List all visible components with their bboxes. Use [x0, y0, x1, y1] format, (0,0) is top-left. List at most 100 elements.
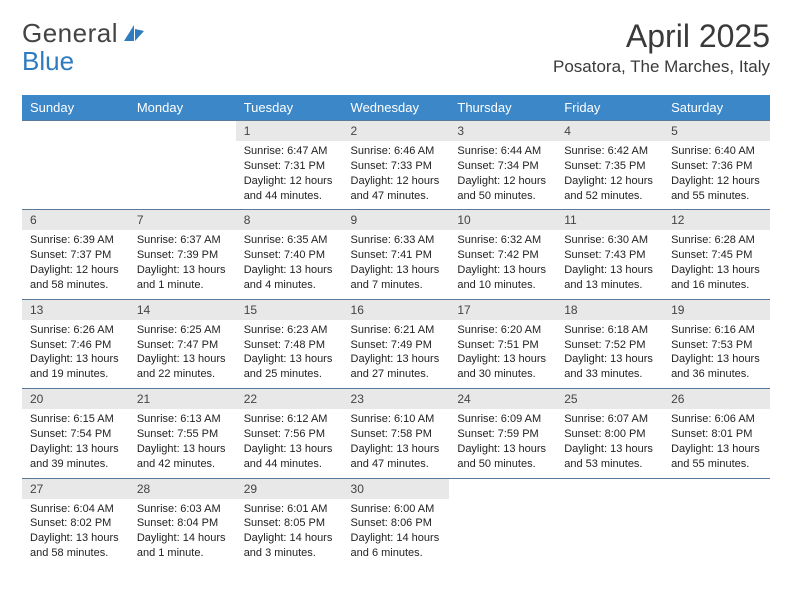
day-detail-cell: Sunrise: 6:39 AMSunset: 7:37 PMDaylight:…: [22, 230, 129, 299]
day-header: Wednesday: [343, 95, 450, 121]
brand-part1: General: [22, 18, 118, 49]
day-number-cell: 25: [556, 389, 663, 410]
day-detail-cell: Sunrise: 6:09 AMSunset: 7:59 PMDaylight:…: [449, 409, 556, 478]
sunset-line: Sunset: 8:00 PM: [564, 427, 655, 442]
day-detail-cell: Sunrise: 6:16 AMSunset: 7:53 PMDaylight:…: [663, 320, 770, 389]
day-detail-cell: Sunrise: 6:03 AMSunset: 8:04 PMDaylight:…: [129, 499, 236, 567]
sunrise-line: Sunrise: 6:21 AM: [351, 323, 442, 338]
day-number-cell: 13: [22, 299, 129, 320]
sunrise-line: Sunrise: 6:26 AM: [30, 323, 121, 338]
day-detail-cell: [449, 499, 556, 567]
day-number-cell: 11: [556, 210, 663, 231]
sunrise-line: Sunrise: 6:07 AM: [564, 412, 655, 427]
sunset-line: Sunset: 7:58 PM: [351, 427, 442, 442]
daynum-row: 27282930: [22, 478, 770, 499]
daylight-line: Daylight: 13 hours and 7 minutes.: [351, 263, 442, 293]
daylight-line: Daylight: 13 hours and 55 minutes.: [671, 442, 762, 472]
sunset-line: Sunset: 7:39 PM: [137, 248, 228, 263]
sunset-line: Sunset: 7:52 PM: [564, 338, 655, 353]
daylight-line: Daylight: 14 hours and 3 minutes.: [244, 531, 335, 561]
sunrise-line: Sunrise: 6:44 AM: [457, 144, 548, 159]
day-number-cell: 24: [449, 389, 556, 410]
sunrise-line: Sunrise: 6:32 AM: [457, 233, 548, 248]
daynum-row: 20212223242526: [22, 389, 770, 410]
daynum-row: 13141516171819: [22, 299, 770, 320]
day-detail-cell: [663, 499, 770, 567]
detail-row: Sunrise: 6:39 AMSunset: 7:37 PMDaylight:…: [22, 230, 770, 299]
day-detail-cell: Sunrise: 6:25 AMSunset: 7:47 PMDaylight:…: [129, 320, 236, 389]
daynum-row: 12345: [22, 121, 770, 142]
sunset-line: Sunset: 8:06 PM: [351, 516, 442, 531]
sunset-line: Sunset: 7:45 PM: [671, 248, 762, 263]
location-label: Posatora, The Marches, Italy: [553, 57, 770, 77]
day-detail-cell: Sunrise: 6:35 AMSunset: 7:40 PMDaylight:…: [236, 230, 343, 299]
day-header: Friday: [556, 95, 663, 121]
sunrise-line: Sunrise: 6:39 AM: [30, 233, 121, 248]
header: General April 2025 Posatora, The Marches…: [22, 18, 770, 77]
sunrise-line: Sunrise: 6:09 AM: [457, 412, 548, 427]
sunset-line: Sunset: 7:46 PM: [30, 338, 121, 353]
daylight-line: Daylight: 13 hours and 19 minutes.: [30, 352, 121, 382]
day-number-cell: [22, 121, 129, 142]
day-detail-cell: Sunrise: 6:47 AMSunset: 7:31 PMDaylight:…: [236, 141, 343, 210]
sunrise-line: Sunrise: 6:13 AM: [137, 412, 228, 427]
sunrise-line: Sunrise: 6:15 AM: [30, 412, 121, 427]
daynum-row: 6789101112: [22, 210, 770, 231]
daylight-line: Daylight: 13 hours and 1 minute.: [137, 263, 228, 293]
sunset-line: Sunset: 7:33 PM: [351, 159, 442, 174]
daylight-line: Daylight: 13 hours and 30 minutes.: [457, 352, 548, 382]
sunrise-line: Sunrise: 6:01 AM: [244, 502, 335, 517]
daylight-line: Daylight: 13 hours and 36 minutes.: [671, 352, 762, 382]
daylight-line: Daylight: 14 hours and 6 minutes.: [351, 531, 442, 561]
day-number-cell: 18: [556, 299, 663, 320]
day-number-cell: 10: [449, 210, 556, 231]
day-detail-cell: Sunrise: 6:00 AMSunset: 8:06 PMDaylight:…: [343, 499, 450, 567]
title-block: April 2025 Posatora, The Marches, Italy: [553, 18, 770, 77]
brand-logo: General: [22, 18, 146, 49]
sunrise-line: Sunrise: 6:20 AM: [457, 323, 548, 338]
sunrise-line: Sunrise: 6:25 AM: [137, 323, 228, 338]
day-detail-cell: Sunrise: 6:26 AMSunset: 7:46 PMDaylight:…: [22, 320, 129, 389]
daylight-line: Daylight: 13 hours and 4 minutes.: [244, 263, 335, 293]
sunset-line: Sunset: 7:43 PM: [564, 248, 655, 263]
daylight-line: Daylight: 13 hours and 42 minutes.: [137, 442, 228, 472]
day-header: Tuesday: [236, 95, 343, 121]
daylight-line: Daylight: 13 hours and 10 minutes.: [457, 263, 548, 293]
sunset-line: Sunset: 7:41 PM: [351, 248, 442, 263]
detail-row: Sunrise: 6:47 AMSunset: 7:31 PMDaylight:…: [22, 141, 770, 210]
calendar-table: SundayMondayTuesdayWednesdayThursdayFrid…: [22, 95, 770, 567]
day-detail-cell: Sunrise: 6:37 AMSunset: 7:39 PMDaylight:…: [129, 230, 236, 299]
daylight-line: Daylight: 13 hours and 53 minutes.: [564, 442, 655, 472]
sunset-line: Sunset: 7:36 PM: [671, 159, 762, 174]
daylight-line: Daylight: 12 hours and 50 minutes.: [457, 174, 548, 204]
sunset-line: Sunset: 7:51 PM: [457, 338, 548, 353]
sunset-line: Sunset: 7:49 PM: [351, 338, 442, 353]
daylight-line: Daylight: 13 hours and 13 minutes.: [564, 263, 655, 293]
day-number-cell: [663, 478, 770, 499]
day-number-cell: 22: [236, 389, 343, 410]
day-number-cell: 1: [236, 121, 343, 142]
daylight-line: Daylight: 13 hours and 47 minutes.: [351, 442, 442, 472]
sunrise-line: Sunrise: 6:16 AM: [671, 323, 762, 338]
day-number-cell: 23: [343, 389, 450, 410]
day-number-cell: 21: [129, 389, 236, 410]
day-header-row: SundayMondayTuesdayWednesdayThursdayFrid…: [22, 95, 770, 121]
day-number-cell: 29: [236, 478, 343, 499]
day-detail-cell: [129, 141, 236, 210]
day-detail-cell: Sunrise: 6:42 AMSunset: 7:35 PMDaylight:…: [556, 141, 663, 210]
sunrise-line: Sunrise: 6:35 AM: [244, 233, 335, 248]
daylight-line: Daylight: 12 hours and 47 minutes.: [351, 174, 442, 204]
daylight-line: Daylight: 13 hours and 50 minutes.: [457, 442, 548, 472]
detail-row: Sunrise: 6:15 AMSunset: 7:54 PMDaylight:…: [22, 409, 770, 478]
day-number-cell: 20: [22, 389, 129, 410]
sunset-line: Sunset: 8:01 PM: [671, 427, 762, 442]
day-detail-cell: [556, 499, 663, 567]
day-detail-cell: Sunrise: 6:28 AMSunset: 7:45 PMDaylight:…: [663, 230, 770, 299]
day-detail-cell: Sunrise: 6:13 AMSunset: 7:55 PMDaylight:…: [129, 409, 236, 478]
day-header: Sunday: [22, 95, 129, 121]
day-number-cell: 14: [129, 299, 236, 320]
sunrise-line: Sunrise: 6:28 AM: [671, 233, 762, 248]
sunrise-line: Sunrise: 6:42 AM: [564, 144, 655, 159]
day-detail-cell: Sunrise: 6:15 AMSunset: 7:54 PMDaylight:…: [22, 409, 129, 478]
sunrise-line: Sunrise: 6:12 AM: [244, 412, 335, 427]
